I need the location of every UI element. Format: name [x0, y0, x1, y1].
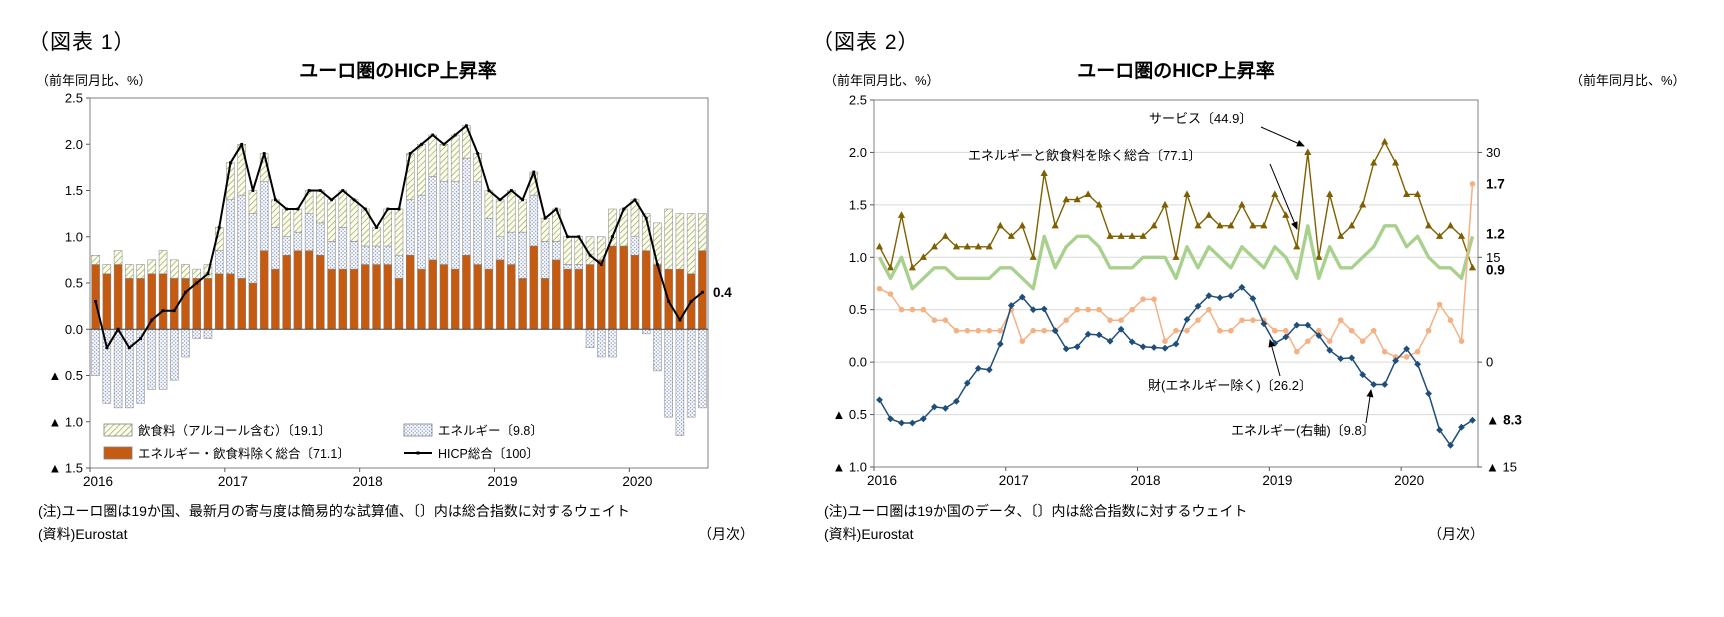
svg-text:▲ 0.5: ▲ 0.5 [832, 407, 867, 422]
figure1-notes: (注)ユーロ圏は19か国、最新月の寄与度は簡易的な試算値、〔〕内は総合指数に対す… [38, 500, 754, 546]
svg-text:▲ 1.0: ▲ 1.0 [832, 460, 867, 475]
svg-text:2018: 2018 [1131, 473, 1161, 488]
svg-text:財(エネルギー除く)〔26.2〕: 財(エネルギー除く)〔26.2〕 [1148, 378, 1312, 393]
series-line-1 [877, 224, 1475, 291]
svg-text:2.5: 2.5 [849, 93, 867, 108]
figure2-frequency: （月次） [1428, 526, 1484, 543]
svg-text:0.0: 0.0 [849, 355, 867, 370]
series-end-value-labels: 1.7 1.2 0.9 ▲ 8.3 [1486, 176, 1522, 427]
svg-text:エネルギー・飲食料除く総合〔71.1〕: エネルギー・飲食料除く総合〔71.1〕 [138, 446, 350, 461]
svg-text:0.5: 0.5 [849, 302, 867, 317]
figure1-left-axis-unit: （前年同月比、%） [36, 73, 152, 88]
plot-frame [873, 99, 1479, 468]
svg-text:1.0: 1.0 [849, 250, 867, 265]
annotations: サービス〔44.9〕エネルギーと飲食料を除く総合〔77.1〕財(エネルギー除く)… [968, 111, 1375, 438]
figure2-source: (資料)Eurostat [824, 526, 914, 543]
svg-text:2017: 2017 [218, 474, 248, 489]
svg-text:2019: 2019 [487, 474, 517, 489]
svg-text:30: 30 [1486, 145, 1500, 160]
svg-text:飲食料（アルコール含む）〔19.1〕: 飲食料（アルコール含む）〔19.1〕 [138, 423, 331, 438]
svg-text:▲ 0.5: ▲ 0.5 [48, 368, 83, 383]
svg-text:HICP総合〔100〕: HICP総合〔100〕 [438, 446, 539, 461]
figure2-label: （図表 2） [812, 31, 920, 54]
svg-text:1.5: 1.5 [849, 197, 867, 212]
svg-text:2020: 2020 [1394, 473, 1424, 488]
svg-text:2019: 2019 [1262, 473, 1292, 488]
figure1-label: （図表 1） [28, 31, 136, 54]
legend: 飲食料（アルコール含む）〔19.1〕 エネルギー〔9.8〕エネルギー・飲食料除く総… [103, 423, 543, 461]
svg-text:エネルギーと飲食料を除く総合〔77.1〕: エネルギーと飲食料を除く総合〔77.1〕 [968, 148, 1201, 163]
contribution-bars [91, 125, 707, 436]
svg-text:2.5: 2.5 [65, 91, 83, 106]
figure1-note: (注)ユーロ圏は19か国、最新月の寄与度は簡易的な試算値、〔〕内は総合指数に対す… [38, 503, 630, 519]
figure2-title: ユーロ圏のHICP上昇率 [1077, 61, 1275, 82]
svg-text:エネルギー〔9.8〕: エネルギー〔9.8〕 [438, 424, 543, 438]
svg-text:▲ 8.3: ▲ 8.3 [1486, 413, 1522, 428]
figure2-right-axis-unit: （前年同月比、%） [1570, 73, 1686, 88]
figure2-left-axis-unit: （前年同月比、%） [824, 73, 940, 88]
hicp-total-line [94, 124, 704, 350]
figure1-panel: （図表 1） ユーロ圏のHICP上昇率 （前年同月比、%） 2.5 2.0 1.5 1… [14, 10, 786, 610]
svg-text:2016: 2016 [83, 474, 113, 489]
svg-text:1.0: 1.0 [65, 229, 83, 244]
svg-text:2.0: 2.0 [849, 145, 867, 160]
svg-text:1.2: 1.2 [1486, 227, 1505, 242]
svg-text:0.0: 0.0 [65, 322, 83, 337]
svg-text:サービス〔44.9〕: サービス〔44.9〕 [1149, 111, 1252, 126]
figure2-panel: （図表 2） ユーロ圏のHICP上昇率 （前年同月比、%） （前年同月比、%） … [798, 10, 1724, 610]
series-line-3 [876, 283, 1476, 449]
svg-text:▲ 15: ▲ 15 [1486, 460, 1517, 475]
svg-text:1.7: 1.7 [1486, 176, 1505, 191]
svg-text:15: 15 [1486, 250, 1500, 265]
x-axis: 2016 2017 2018 2019 2020 [83, 468, 652, 489]
figure1-source: (資料)Eurostat [38, 526, 128, 543]
figure1-title: ユーロ圏のHICP上昇率 [299, 61, 497, 82]
svg-text:1.5: 1.5 [65, 183, 83, 198]
series-line-2 [876, 181, 1476, 360]
hicp-components-line-chart: 2.5 2.0 1.5 1.0 0.5 0.0 ▲ 0.5 ▲ 1.0 30 15 0 ▲ 15 1.7… [832, 93, 1522, 489]
svg-text:▲ 1.0: ▲ 1.0 [48, 414, 83, 429]
svg-text:エネルギー(右軸)〔9.8〕: エネルギー(右軸)〔9.8〕 [1231, 423, 1375, 438]
svg-text:2.0: 2.0 [65, 137, 83, 152]
x-axis: 2016 2017 2018 2019 2020 [867, 467, 1424, 488]
left-axis: 2.5 2.0 1.5 1.0 0.5 0.0 ▲ 0.5 ▲ 1.0 [832, 93, 874, 475]
svg-text:0.5: 0.5 [65, 276, 83, 291]
svg-text:0.9: 0.9 [1486, 262, 1505, 277]
svg-text:0: 0 [1486, 355, 1493, 370]
svg-text:2020: 2020 [622, 474, 652, 489]
figure1-frequency: （月次） [698, 526, 754, 543]
svg-text:2017: 2017 [999, 473, 1029, 488]
figure2-notes: (注)ユーロ圏は19か国のデータ、〔〕内は総合指数に対するウェイト (資料)Eu… [824, 500, 1484, 546]
plot-frame [89, 97, 709, 469]
right-axis: 30 15 0 ▲ 15 [1478, 145, 1517, 475]
hicp-end-value-label: 0.4 [713, 285, 732, 300]
svg-text:2016: 2016 [867, 473, 897, 488]
y-axis: 2.5 2.0 1.5 1.0 0.5 0.0 ▲ 0.5 ▲ 1.0 ▲ 1.5 [48, 91, 90, 476]
svg-text:▲ 1.5: ▲ 1.5 [48, 461, 83, 476]
series-line-0 [875, 137, 1477, 271]
svg-text:2018: 2018 [353, 474, 383, 489]
figure2-note: (注)ユーロ圏は19か国のデータ、〔〕内は総合指数に対するウェイト [824, 503, 1248, 519]
